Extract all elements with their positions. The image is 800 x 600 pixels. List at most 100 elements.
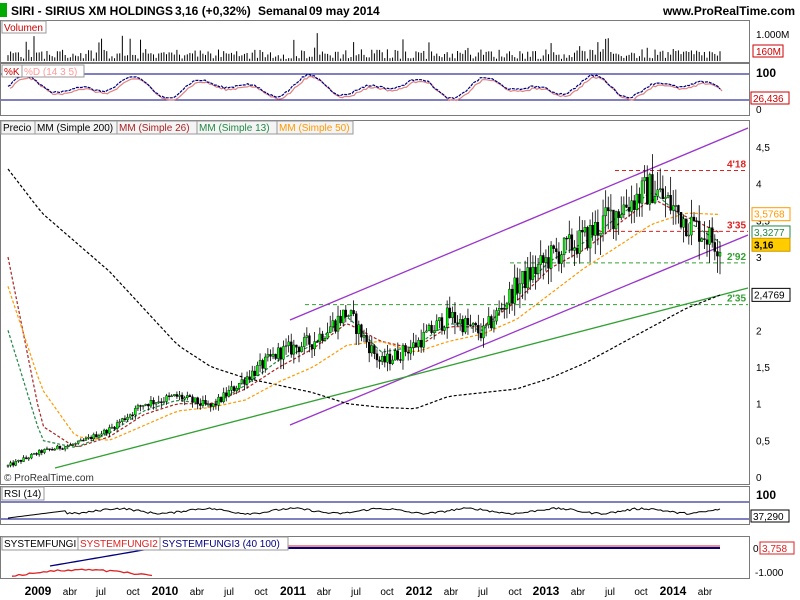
candle-body [63,446,67,450]
tab-sma26[interactable]: MM (Simple 26) [119,123,190,134]
candle-body [113,426,116,429]
candle-body [516,277,519,294]
price-value-label: 3,3277 [754,228,785,239]
candle-body [149,399,153,407]
fungi-blue-line [49,547,156,567]
header-site[interactable]: www.ProRealTime.com [662,4,795,18]
candle-body [425,330,428,333]
y-tick-label: 4 [756,180,762,191]
candle-body [453,312,457,323]
chart-header: SIRI - SIRIUS XM HOLDINGS 3,16 (+0,32%) … [0,3,795,18]
candle-body [230,386,233,391]
candle-body [89,436,93,440]
candle-body [484,324,488,327]
tab-sma50[interactable]: MM (Simple 50) [279,123,350,134]
candle-body [131,414,134,417]
x-tick-label: 2014 [660,584,687,598]
candle-body [659,188,662,190]
stoch-label-d: %D (14 3 5) [24,67,77,78]
candle-body [414,342,418,348]
candle-body [695,220,698,222]
fungi-label3-box [159,536,289,551]
candle-body [188,395,192,398]
candle-body [321,333,324,341]
x-tick-label: 2010 [152,584,179,598]
header-period: Semanal [258,4,307,18]
candle-body [383,356,386,363]
price-value-box [751,207,791,222]
rsi-panel: RSI (14) 100 37,290 [1,486,790,523]
candle-body [474,323,477,326]
candle-body [609,209,613,212]
candle-body [544,257,548,263]
candle-body [344,309,348,317]
rsi-line [7,507,721,519]
x-tick-label: 2012 [406,584,433,598]
candle-body [614,211,618,230]
volume-panel-frame [0,20,750,63]
candle-body [126,416,129,421]
candle-body [240,379,244,384]
candle-body [277,347,280,359]
candle-body [362,334,366,338]
stoch-label-k: %K [4,67,20,78]
candle-body [225,392,228,397]
candle-body [542,255,545,263]
candle-body [209,403,212,407]
candle-body [375,353,379,361]
rsi-title-box [1,486,45,501]
candle-body [451,312,454,318]
x-tick-label: abr [571,587,586,598]
support-line [54,287,749,469]
fungi-current-box [759,541,795,555]
tab-precio[interactable]: Precio [3,123,32,134]
candle-body [100,433,103,436]
candle-body [685,218,688,236]
candle-body [482,325,485,339]
candle-body [635,193,639,210]
candle-body [334,320,337,332]
price-tabs: Precio MM (Simple 200) MM (Simple 26) MM… [0,120,354,135]
y-tick-label: 0,5 [756,436,770,447]
candle-body [422,332,425,348]
candle-body [310,344,314,350]
x-tick-label: abr [444,587,459,598]
tab-sma50-box[interactable] [276,120,354,135]
fungi-axis-bottom: -1.000 [755,568,784,579]
candle-body [539,255,542,265]
candle-body [53,448,56,451]
price-value-label: 3,16 [754,240,774,251]
candle-body [406,351,410,354]
candle-body [349,310,353,316]
x-axis: 2009 abr jul oct 2010 abr jul oct 2011 abr jul oct 2… [25,584,713,598]
tab-sma13[interactable]: MM (Simple 13) [199,123,270,134]
candle-body [661,188,665,199]
price-level-label: 2'92 [727,252,747,263]
tab-sma200[interactable]: MM (Simple 200) [37,123,113,134]
candle-body [391,359,394,364]
candle-body [108,427,111,434]
candle-body [139,405,142,407]
candle-body [245,376,249,385]
header-ticker: SIRI - SIRIUS XM HOLDINGS [11,4,173,18]
candle-body [703,238,706,240]
candle-body [687,234,691,237]
candle-body [503,308,506,310]
x-tick-label: abr [63,587,78,598]
candle-body [232,386,236,391]
candle-body [71,444,75,446]
candle-body [495,310,498,322]
candle-body [718,251,722,257]
candle-body [417,339,420,348]
candle-body [500,308,503,310]
candle-body [646,177,649,205]
candle-body [607,207,610,212]
candle-body [279,347,283,360]
x-tick-label: abr [317,587,332,598]
candle-body [97,435,101,438]
stoch-axis-bottom: 0 [756,105,762,116]
candle-body [331,320,335,328]
candle-body [656,189,659,197]
candle-body [336,315,340,332]
candle-body [110,426,114,429]
